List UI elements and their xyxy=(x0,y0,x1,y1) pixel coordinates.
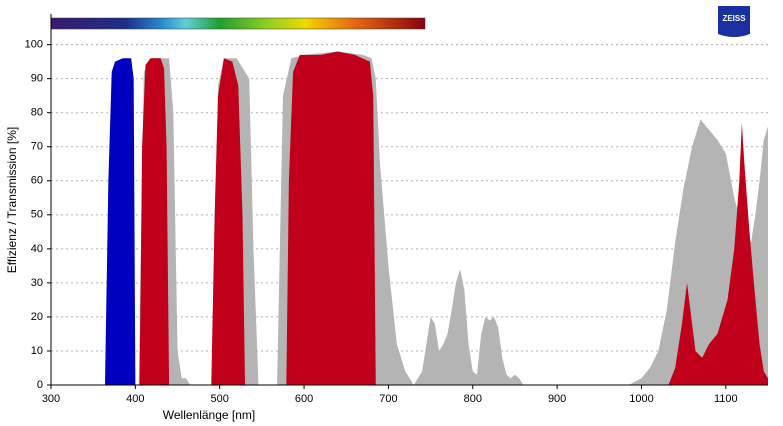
logo: ZEISS xyxy=(718,6,750,37)
y-tick-label: 60 xyxy=(31,175,43,187)
y-tick-label: 70 xyxy=(31,141,43,153)
y-tick-label: 40 xyxy=(31,243,43,255)
y-tick-label: 20 xyxy=(31,311,43,323)
area xyxy=(51,58,768,385)
x-tick-label: 400 xyxy=(126,393,144,405)
y-tick-label: 30 xyxy=(31,277,43,289)
plot xyxy=(51,44,768,386)
logo-text: ZEISS xyxy=(722,14,746,23)
x-tick-label: 600 xyxy=(295,393,313,405)
x-tick-label: 300 xyxy=(42,393,60,405)
y-tick-label: 50 xyxy=(31,209,43,221)
y-tick-label: 0 xyxy=(37,379,43,391)
x-tick-label: 1000 xyxy=(629,393,653,405)
x-tick-label: 900 xyxy=(548,393,566,405)
y-axis-label: Effizienz / Transmission [%] xyxy=(5,127,19,274)
y-tick-label: 80 xyxy=(31,107,43,119)
area xyxy=(51,51,768,385)
y-tick-label: 100 xyxy=(25,39,43,51)
x-tick-label: 1100 xyxy=(714,393,738,405)
spectrum-bar xyxy=(50,17,426,30)
x-tick-label: 500 xyxy=(211,393,229,405)
x-tick-label: 800 xyxy=(464,393,482,405)
x-axis-label: Wellenlänge [nm] xyxy=(163,408,256,422)
x-tick-label: 700 xyxy=(379,393,397,405)
y-tick-label: 10 xyxy=(31,345,43,357)
y-tick-label: 90 xyxy=(31,73,43,85)
